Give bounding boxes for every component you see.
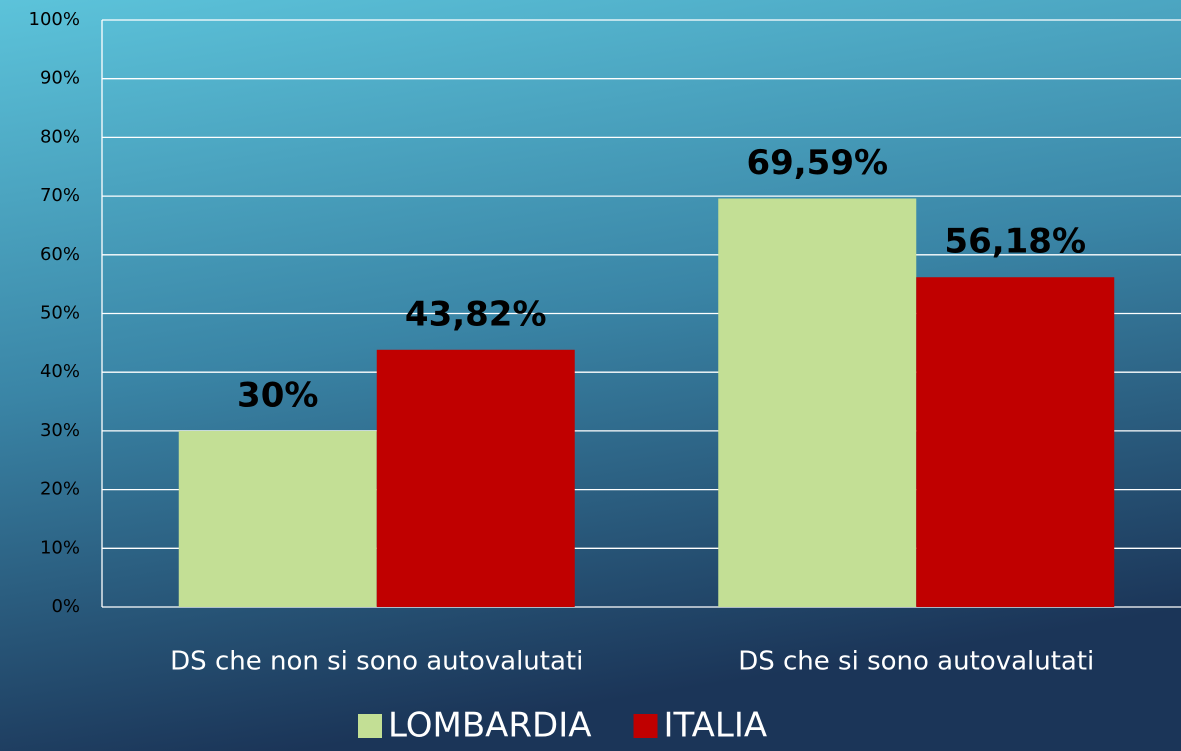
bar xyxy=(178,430,377,607)
y-tick-label: 100% xyxy=(29,9,80,30)
y-tick-label: 80% xyxy=(40,126,80,147)
value-label: 56,18% xyxy=(944,222,1086,262)
y-tick-label: 10% xyxy=(40,537,80,558)
y-tick-label: 70% xyxy=(40,185,80,206)
y-tick-label: 60% xyxy=(40,244,80,265)
y-tick-label: 90% xyxy=(40,68,80,89)
y-tick-label: 0% xyxy=(51,596,80,617)
bar xyxy=(916,277,1115,607)
y-tick-label: 30% xyxy=(40,420,80,441)
x-tick-label: DS che si sono autovalutati xyxy=(738,647,1094,677)
value-label: 30% xyxy=(237,375,318,415)
bar xyxy=(376,349,575,607)
y-tick-label: 40% xyxy=(40,361,80,382)
x-tick-label: DS che non si sono autovalutati xyxy=(170,647,583,677)
legend-label: ITALIA xyxy=(664,706,768,746)
value-label: 69,59% xyxy=(746,143,888,183)
legend-label: LOMBARDIA xyxy=(388,706,592,746)
y-tick-label: 20% xyxy=(40,479,80,500)
legend-swatch xyxy=(358,714,382,738)
y-tick-label: 50% xyxy=(40,303,80,324)
legend-swatch xyxy=(633,714,658,738)
bar xyxy=(718,198,917,607)
value-label: 43,82% xyxy=(405,294,547,334)
